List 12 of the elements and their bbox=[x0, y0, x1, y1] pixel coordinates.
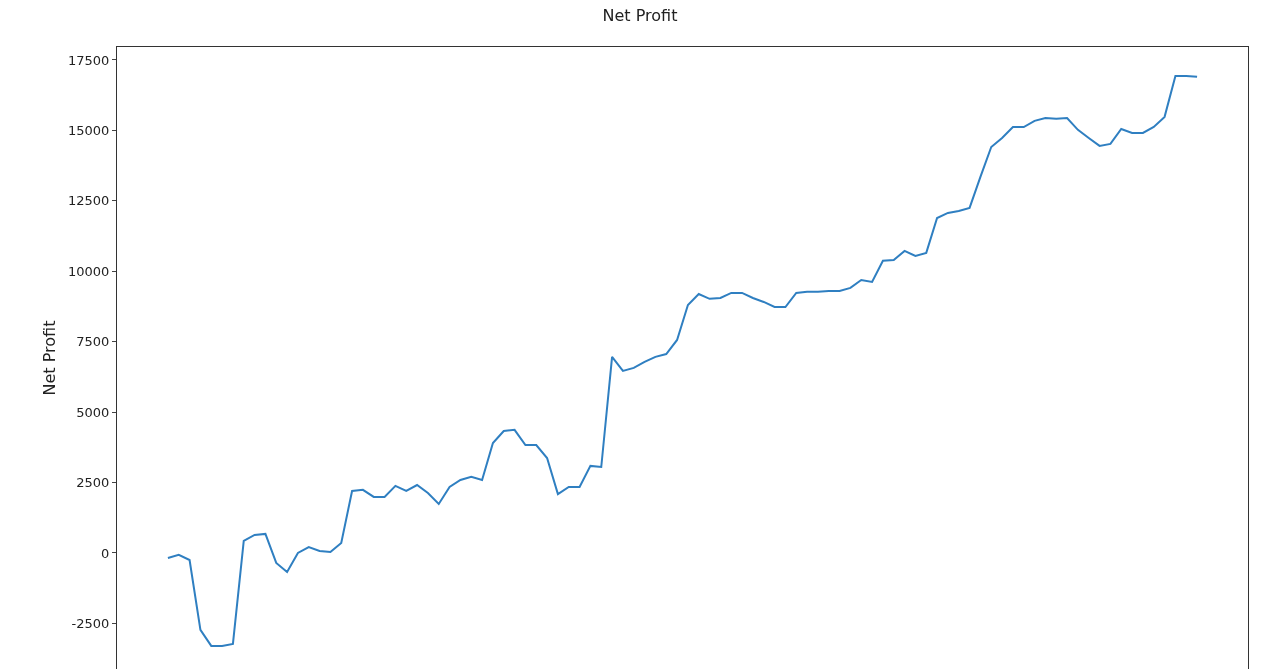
line-series bbox=[166, 75, 1199, 647]
y-tick-label: -2500 bbox=[71, 615, 110, 631]
y-tick-label: 17500 bbox=[68, 52, 110, 68]
y-tick-label: 7500 bbox=[76, 334, 110, 350]
y-tick-label: 10000 bbox=[68, 263, 110, 279]
chart-title: Net Profit bbox=[602, 6, 678, 26]
y-tick-label: 15000 bbox=[68, 122, 110, 138]
y-tick-label: 0 bbox=[101, 545, 110, 561]
y-tick-label: 5000 bbox=[76, 404, 110, 420]
y-tick-label: 12500 bbox=[68, 193, 110, 209]
y-tick-label: 2500 bbox=[76, 475, 110, 491]
y-axis-title: Net Profit bbox=[39, 320, 59, 396]
